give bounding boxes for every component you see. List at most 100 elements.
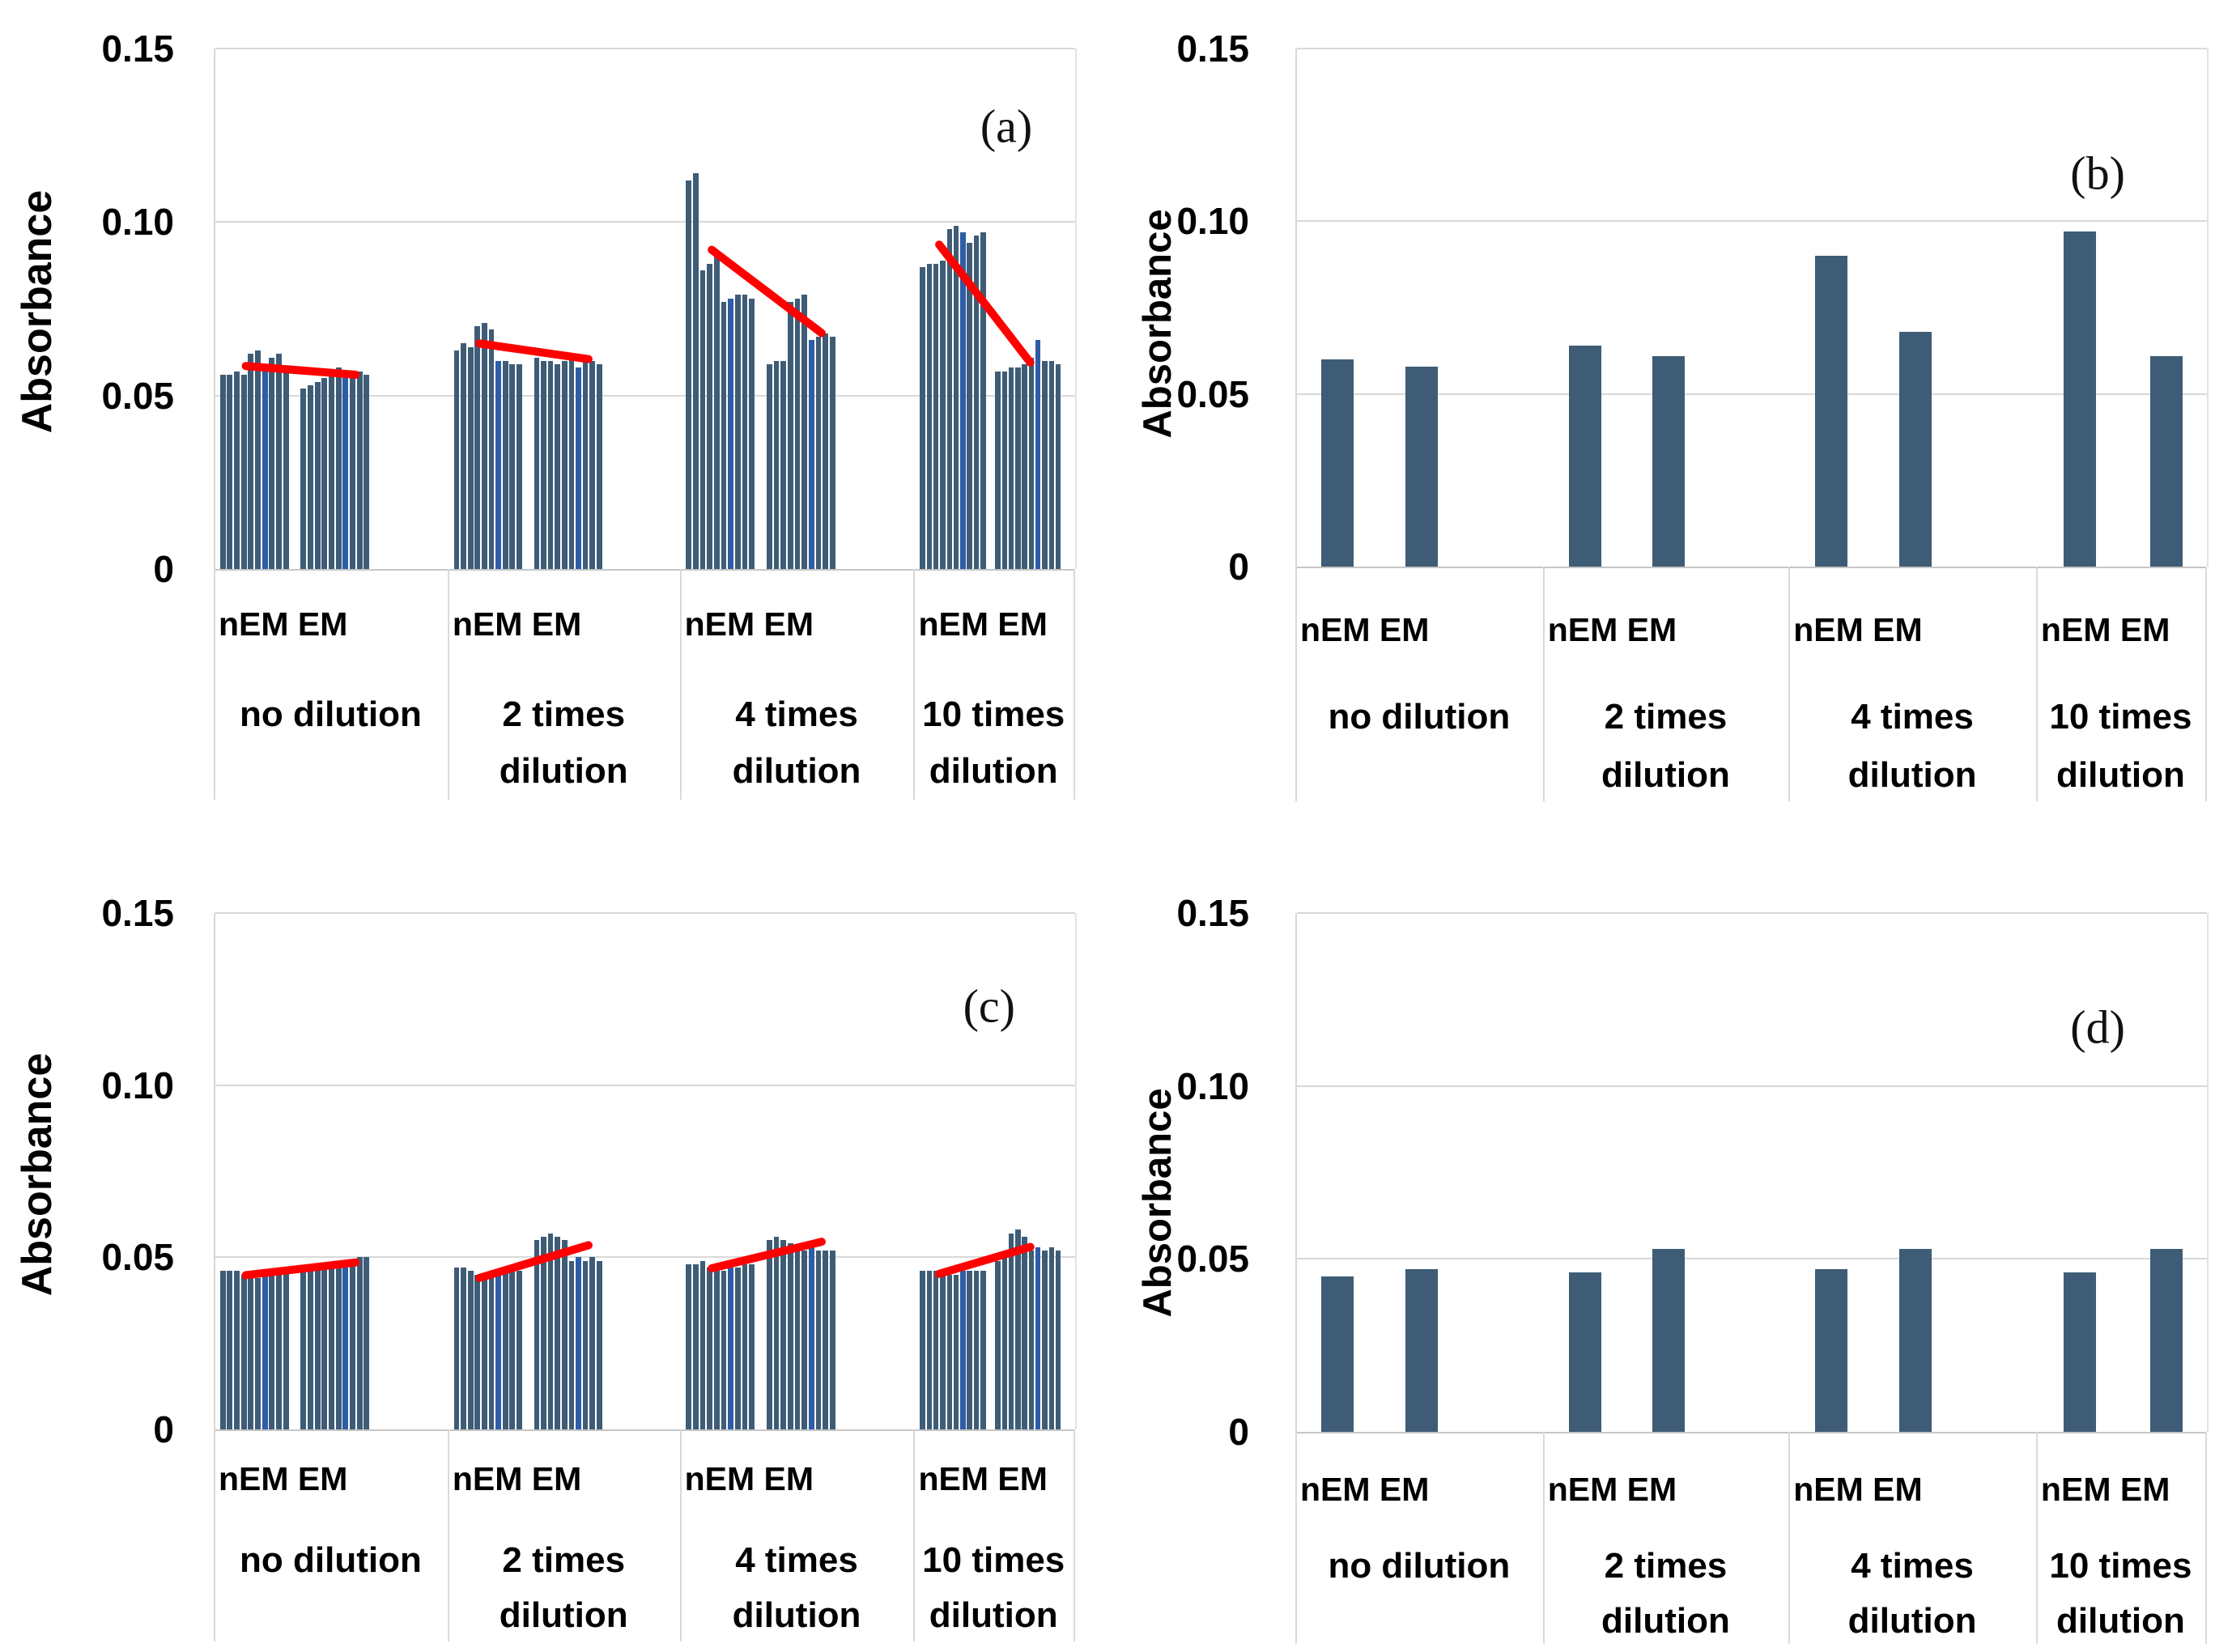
bar xyxy=(749,298,755,569)
bar xyxy=(830,1250,835,1429)
y-tick-label: 0.15 xyxy=(101,28,174,70)
bar xyxy=(773,1236,780,1429)
category-label: 4 times dilution xyxy=(680,1533,914,1643)
bar xyxy=(576,367,581,569)
bar xyxy=(502,360,508,569)
bar xyxy=(482,322,487,569)
bar xyxy=(707,263,713,569)
bar xyxy=(534,1240,540,1429)
x-axis-line xyxy=(1297,567,2207,568)
sub-category-label: nEM EM xyxy=(1547,1471,1677,1508)
sub-category-label: nEM EM xyxy=(1300,1471,1430,1508)
category-label-line: dilution xyxy=(1847,1601,1977,1641)
panel-letter: (c) xyxy=(963,979,1015,1033)
bar xyxy=(509,1271,516,1429)
bar xyxy=(276,1271,282,1429)
bar xyxy=(321,378,328,569)
bar xyxy=(980,1271,986,1429)
bar xyxy=(767,1240,772,1429)
bar xyxy=(780,360,787,569)
y-axis-title: Absorbance xyxy=(1136,1088,1180,1318)
bar xyxy=(728,1268,734,1429)
bar xyxy=(1898,331,1932,567)
bar xyxy=(1015,367,1021,569)
bar xyxy=(735,1268,741,1429)
bar xyxy=(547,1233,554,1429)
bar xyxy=(335,1263,342,1429)
bar xyxy=(823,333,829,569)
bar xyxy=(946,228,953,569)
bar xyxy=(1042,360,1048,569)
bar xyxy=(707,1268,713,1429)
category-label-line: dilution xyxy=(2056,755,2185,795)
category-divider xyxy=(2035,567,2038,801)
sub-category-label: nEM EM xyxy=(219,605,348,643)
bar xyxy=(261,367,268,569)
bar xyxy=(1028,1250,1035,1429)
bar xyxy=(1001,1257,1007,1429)
bar xyxy=(308,384,313,569)
plot-area: (c) xyxy=(214,912,1077,1431)
panel-letter: (d) xyxy=(2070,1000,2125,1054)
bar xyxy=(1008,1233,1014,1429)
bar xyxy=(946,1274,953,1429)
category-divider xyxy=(913,569,916,800)
bar xyxy=(227,1271,233,1429)
bar xyxy=(801,295,808,569)
bar xyxy=(1814,256,1847,567)
x-axis-line xyxy=(1297,1432,2207,1433)
chart-panel: Absorbance 0.15 0.10 0.05 0 (c) nEM EM no di… xyxy=(0,826,1108,1652)
category-label-line: no dilution xyxy=(1328,697,1511,737)
y-tick-label: 0.05 xyxy=(1176,372,1249,415)
sub-category-label: nEM EM xyxy=(918,1460,1048,1497)
bar xyxy=(240,1274,247,1429)
category-divider xyxy=(1295,1432,1297,1644)
category-label-line: dilution xyxy=(929,1595,1058,1635)
bar xyxy=(1055,364,1061,569)
bar xyxy=(467,1271,474,1429)
category-divider xyxy=(1788,1432,1791,1644)
category-label-line: dilution xyxy=(499,751,628,791)
bar xyxy=(541,360,546,569)
bar xyxy=(555,364,561,569)
y-tick-label: 0.15 xyxy=(101,892,174,934)
chart-panel: Absorbance 0.15 0.10 0.05 0 (d) nEM EM no di… xyxy=(1108,826,2215,1652)
bar xyxy=(809,1246,814,1429)
panel-letter: (a) xyxy=(980,100,1033,153)
category-label-line: 4 times xyxy=(1851,697,1974,737)
gridline xyxy=(215,48,1075,49)
panel-letter: (b) xyxy=(2070,147,2125,200)
bar xyxy=(350,1260,355,1429)
bar xyxy=(1022,1236,1027,1429)
bar xyxy=(693,173,699,569)
bar xyxy=(342,374,349,569)
bar xyxy=(953,1274,959,1429)
sub-category-label: nEM EM xyxy=(1300,611,1430,648)
bar xyxy=(980,232,986,569)
bar xyxy=(788,301,793,569)
plot-area: (b) xyxy=(1295,48,2209,568)
bar xyxy=(1022,364,1027,569)
bar xyxy=(967,243,972,569)
bar xyxy=(495,360,501,569)
gridline xyxy=(1297,1258,2207,1260)
category-label: 4 times dilution xyxy=(680,686,914,800)
category-label: 2 times dilution xyxy=(1543,688,1788,805)
bar xyxy=(283,371,289,569)
y-tick-label: 0.05 xyxy=(101,1236,174,1279)
bar xyxy=(363,374,370,569)
bar xyxy=(555,1236,561,1429)
category-label: 10 times dilution xyxy=(913,1533,1073,1643)
gridline xyxy=(215,1256,1075,1259)
y-tick-label: 0 xyxy=(1228,546,1249,588)
bar xyxy=(582,360,589,569)
category-label: 10 times dilution xyxy=(913,686,1073,800)
bar xyxy=(920,1271,925,1429)
chart-panel: Absorbance 0.15 0.10 0.05 0 (b) nEM EM no di… xyxy=(1108,0,2215,826)
bar xyxy=(714,257,720,569)
sub-category-label: nEM EM xyxy=(2040,611,2170,648)
bar xyxy=(547,360,554,569)
bar xyxy=(495,1271,501,1429)
bar xyxy=(356,1257,363,1429)
bar xyxy=(541,1236,546,1429)
